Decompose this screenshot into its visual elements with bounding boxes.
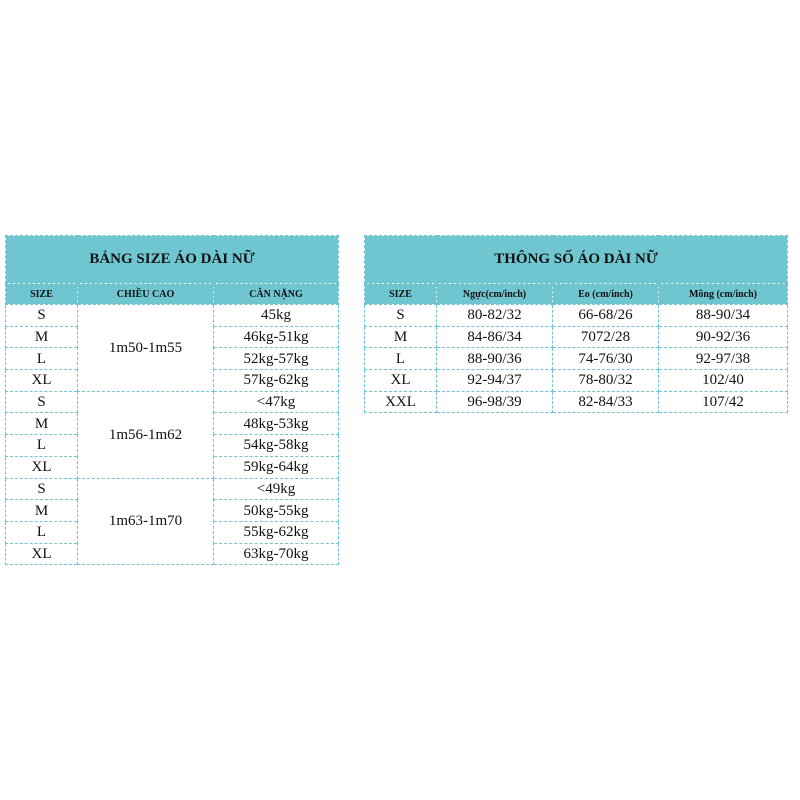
size-cell: XXL bbox=[364, 390, 437, 414]
hip-cell: 102/40 bbox=[658, 369, 788, 392]
hip-cell: 88-90/34 bbox=[658, 304, 788, 327]
bust-cell: 80-82/32 bbox=[436, 304, 553, 327]
size-cell: S bbox=[5, 477, 78, 501]
waist-cell: 82-84/33 bbox=[552, 390, 659, 414]
size-cell: M bbox=[5, 412, 78, 436]
bust-cell: 88-90/36 bbox=[436, 347, 553, 371]
height-range-cell: 1m50-1m55 bbox=[77, 304, 214, 392]
header-size: SIZE bbox=[5, 283, 78, 305]
weight-cell: 52kg-57kg bbox=[213, 347, 339, 371]
size-cell: S bbox=[5, 390, 78, 414]
weight-cell: <47kg bbox=[213, 390, 339, 414]
waist-cell: 7072/28 bbox=[552, 325, 659, 349]
table-row: XL 92-94/37 78-80/32 102/40 bbox=[364, 369, 788, 392]
header-hip: Mông (cm/inch) bbox=[658, 283, 788, 305]
weight-cell: 48kg-53kg bbox=[213, 412, 339, 436]
header-weight: CÂN NẶNG bbox=[213, 283, 339, 305]
table-row: L 55kg-62kg bbox=[5, 520, 339, 544]
waist-cell: 78-80/32 bbox=[552, 369, 659, 392]
size-cell: M bbox=[5, 325, 78, 349]
bust-cell: 96-98/39 bbox=[436, 390, 553, 414]
weight-cell: <49kg bbox=[213, 477, 339, 501]
weight-cell: 50kg-55kg bbox=[213, 499, 339, 522]
size-cell: XL bbox=[5, 369, 78, 392]
size-cell: L bbox=[364, 347, 437, 371]
header-size: SIZE bbox=[364, 283, 437, 305]
table-row: M 48kg-53kg bbox=[5, 412, 339, 436]
table-row: L 88-90/36 74-76/30 92-97/38 bbox=[364, 347, 788, 371]
table-row: S 1m63-1m70 <49kg bbox=[5, 477, 339, 566]
spec-chart-title: THÔNG SỐ ÁO DÀI NỮ bbox=[364, 235, 788, 284]
table-row: S 1m56-1m62 <47kg bbox=[5, 390, 339, 479]
table-row: M 50kg-55kg bbox=[5, 499, 339, 522]
size-cell: L bbox=[5, 520, 78, 544]
size-chart-title: BẢNG SIZE ÁO DÀI NỮ bbox=[5, 235, 339, 284]
waist-cell: 66-68/26 bbox=[552, 304, 659, 327]
table-row: XXL 96-98/39 82-84/33 107/42 bbox=[364, 390, 788, 414]
waist-cell: 74-76/30 bbox=[552, 347, 659, 371]
hip-cell: 90-92/36 bbox=[658, 325, 788, 349]
table-row: L 54kg-58kg bbox=[5, 434, 339, 457]
size-cell: S bbox=[5, 304, 78, 327]
size-cell: S bbox=[364, 304, 437, 327]
size-cell: XL bbox=[364, 369, 437, 392]
table-row: M 84-86/34 7072/28 90-92/36 bbox=[364, 325, 788, 349]
table-row: S 1m50-1m55 45kg bbox=[5, 304, 339, 392]
weight-cell: 59kg-64kg bbox=[213, 455, 339, 479]
height-range-cell: 1m63-1m70 bbox=[77, 477, 214, 566]
size-cell: XL bbox=[5, 542, 78, 566]
hip-cell: 92-97/38 bbox=[658, 347, 788, 371]
size-cell: L bbox=[5, 434, 78, 457]
size-cell: L bbox=[5, 347, 78, 371]
weight-cell: 63kg-70kg bbox=[213, 542, 339, 566]
bust-cell: 92-94/37 bbox=[436, 369, 553, 392]
weight-cell: 57kg-62kg bbox=[213, 369, 339, 392]
hip-cell: 107/42 bbox=[658, 390, 788, 414]
table-row: XL 63kg-70kg bbox=[5, 542, 339, 566]
size-cell: XL bbox=[5, 455, 78, 479]
weight-cell: 55kg-62kg bbox=[213, 520, 339, 544]
spec-chart-table: THÔNG SỐ ÁO DÀI NỮ SIZE Ngực(cm/inch) Eo… bbox=[364, 235, 788, 414]
header-bust: Ngực(cm/inch) bbox=[436, 283, 553, 305]
header-height: CHIỀU CAO bbox=[77, 283, 214, 305]
size-cell: M bbox=[364, 325, 437, 349]
height-range-cell: 1m56-1m62 bbox=[77, 390, 214, 479]
weight-cell: 46kg-51kg bbox=[213, 325, 339, 349]
bust-cell: 84-86/34 bbox=[436, 325, 553, 349]
weight-cell: 54kg-58kg bbox=[213, 434, 339, 457]
header-waist: Eo (cm/inch) bbox=[552, 283, 659, 305]
size-chart-table: BẢNG SIZE ÁO DÀI NỮ SIZE CHIỀU CAO CÂN N… bbox=[5, 235, 339, 566]
size-cell: M bbox=[5, 499, 78, 522]
weight-cell: 45kg bbox=[213, 304, 339, 327]
table-row: S 80-82/32 66-68/26 88-90/34 bbox=[364, 304, 788, 327]
